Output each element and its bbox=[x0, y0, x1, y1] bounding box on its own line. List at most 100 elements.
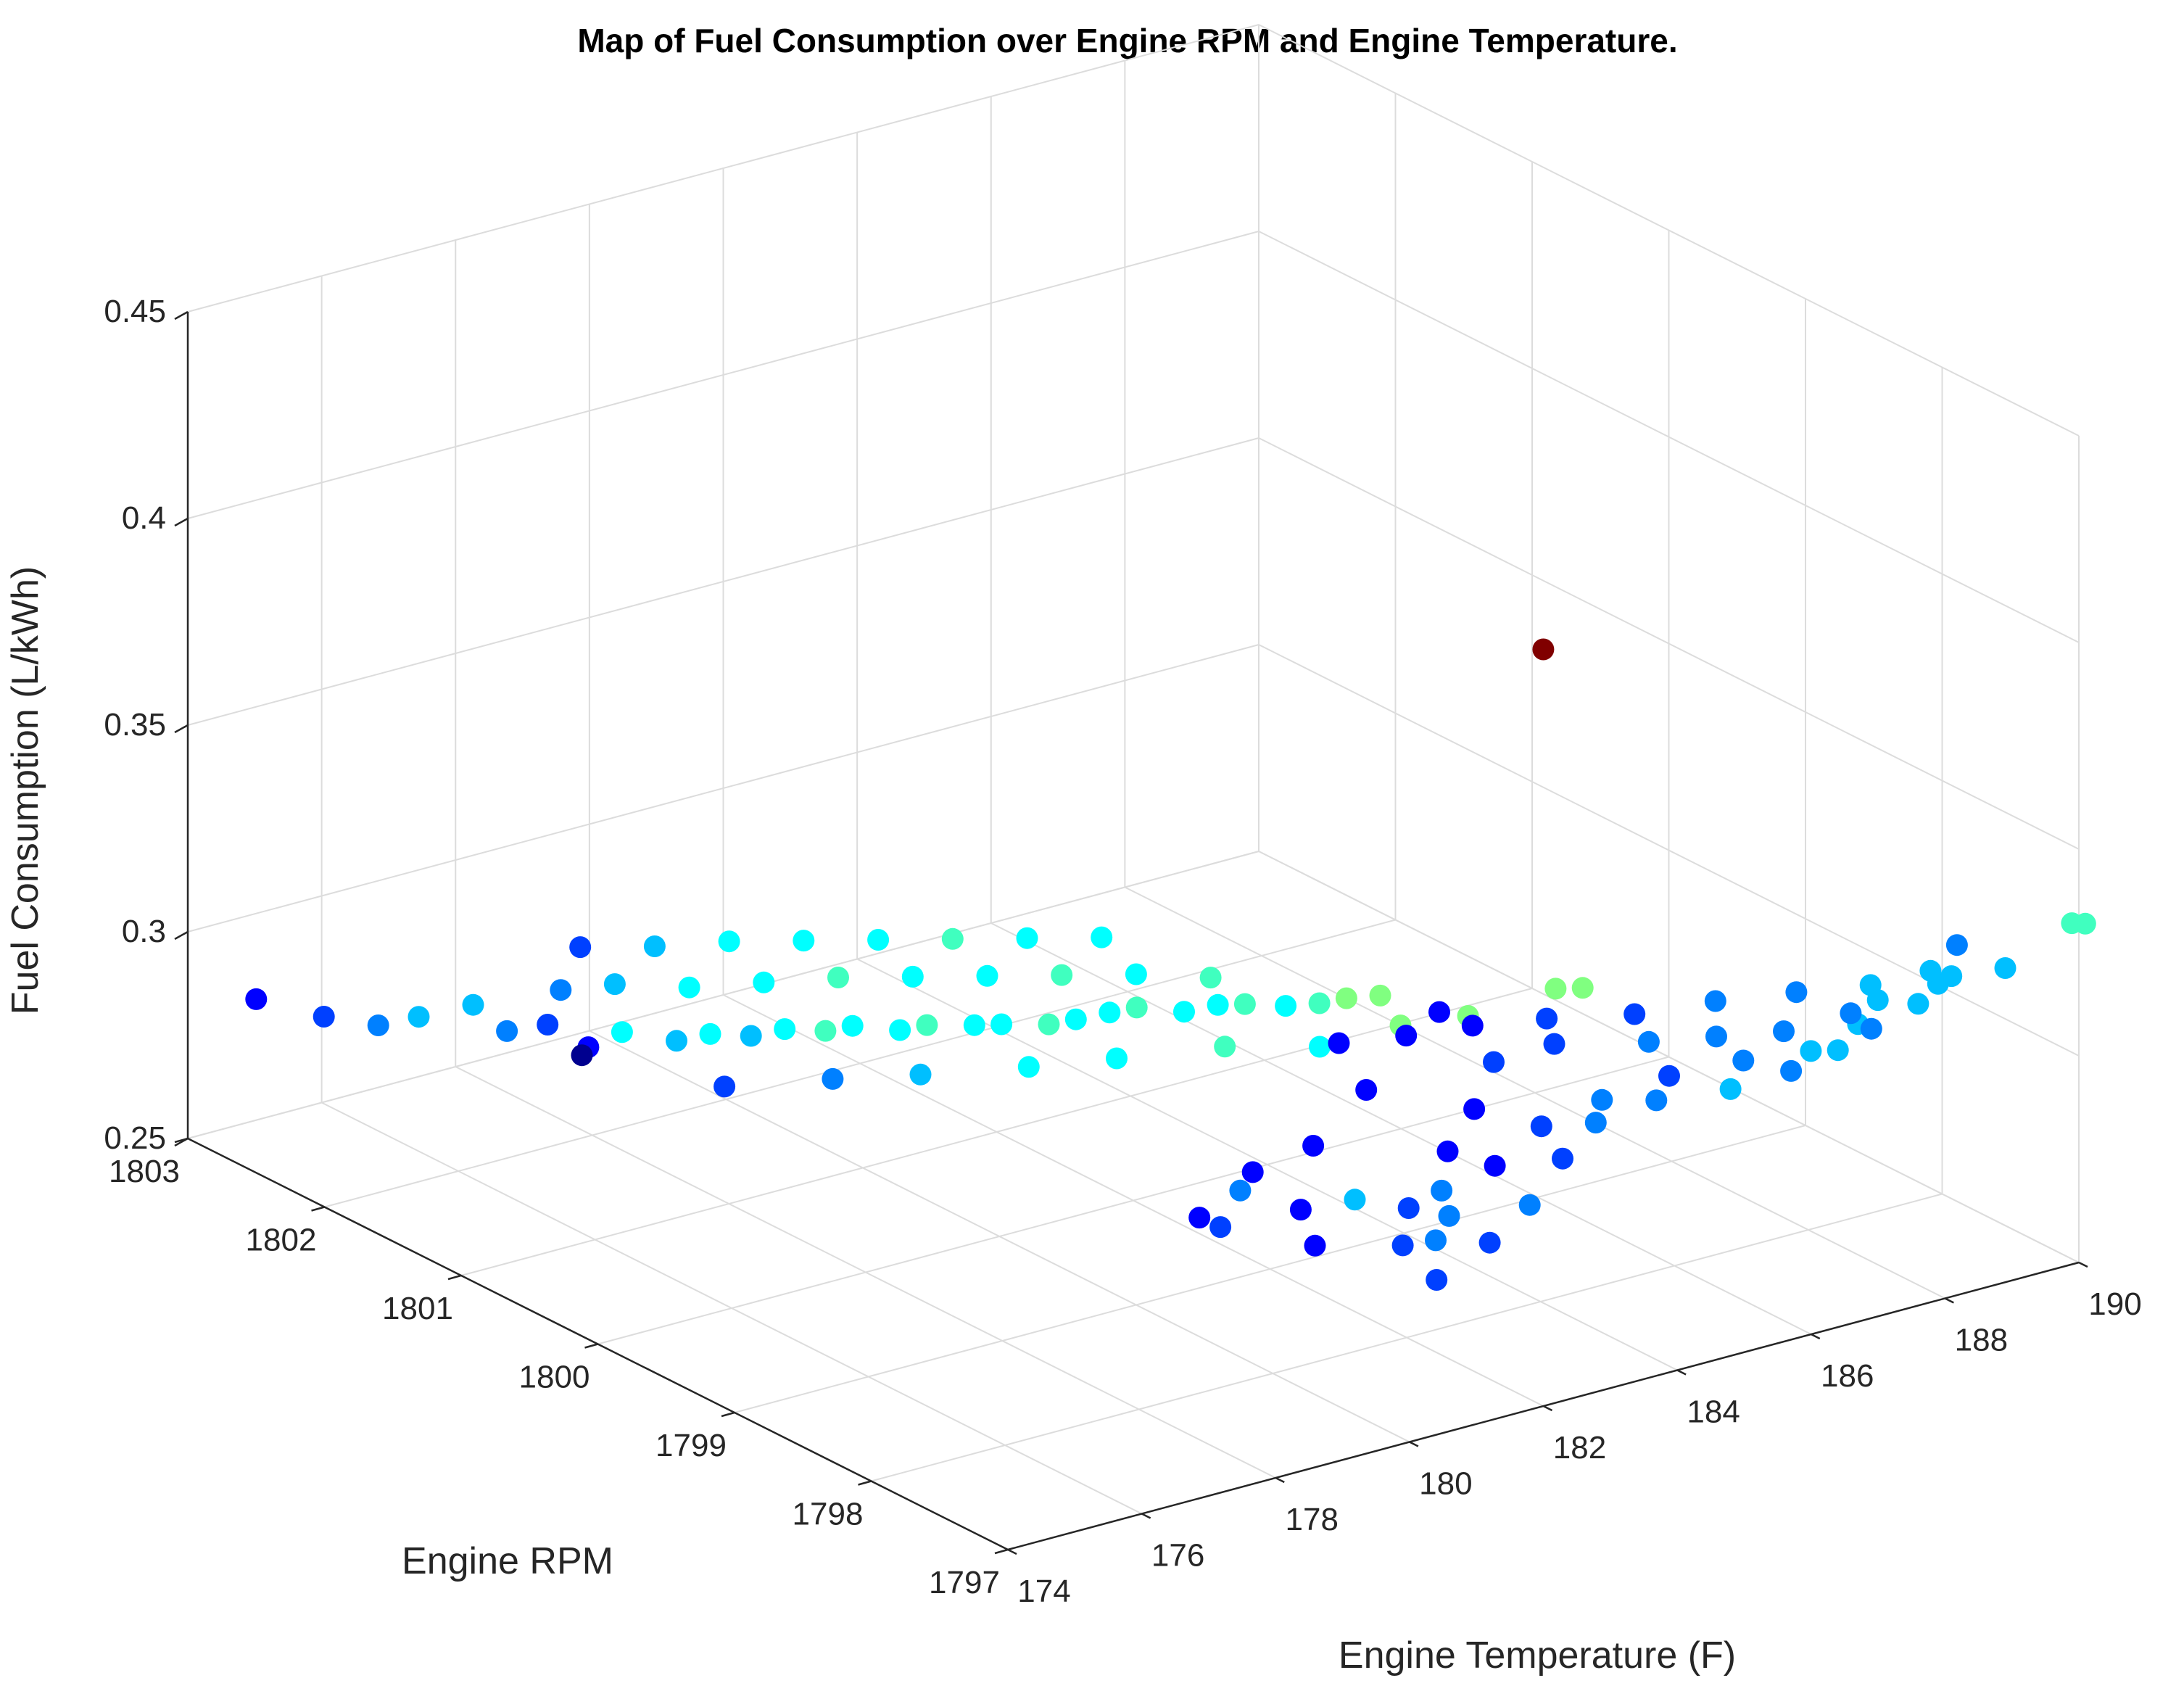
data-point bbox=[1209, 1216, 1232, 1239]
x-tick-mark bbox=[1542, 1405, 1553, 1412]
data-point bbox=[1038, 1013, 1060, 1036]
data-point bbox=[1438, 1204, 1460, 1227]
z-tick-label: 0.4 bbox=[122, 500, 166, 536]
data-point bbox=[1940, 965, 1963, 988]
z-tick-label: 0.3 bbox=[122, 914, 166, 949]
data-point bbox=[1907, 993, 1929, 1015]
z-tick-mark bbox=[174, 310, 189, 321]
y-tick-label: 1801 bbox=[382, 1291, 453, 1326]
data-point bbox=[367, 1014, 389, 1036]
data-point bbox=[1637, 1030, 1660, 1053]
x-tick-label: 180 bbox=[1419, 1466, 1472, 1502]
y-axis-label: Engine RPM bbox=[402, 1540, 613, 1582]
data-point bbox=[1233, 993, 1256, 1015]
data-point bbox=[841, 1014, 864, 1037]
z-tick-label: 0.35 bbox=[104, 707, 166, 743]
x-tick-label: 182 bbox=[1553, 1430, 1606, 1466]
y-tick-label: 1800 bbox=[519, 1360, 590, 1395]
data-point bbox=[1207, 993, 1229, 1016]
data-point bbox=[1397, 1197, 1420, 1219]
data-point bbox=[1840, 1002, 1862, 1025]
data-point bbox=[1483, 1051, 1505, 1073]
grid-line bbox=[187, 437, 1259, 726]
data-point bbox=[1125, 963, 1147, 985]
data-point bbox=[889, 1019, 911, 1041]
y-tick-label: 1802 bbox=[246, 1223, 317, 1258]
x-tick-label: 174 bbox=[1017, 1574, 1070, 1609]
data-point bbox=[1945, 934, 1968, 956]
data-point bbox=[1827, 1039, 1849, 1062]
z-tick-mark bbox=[174, 517, 189, 527]
data-point bbox=[1426, 1269, 1448, 1291]
data-point bbox=[1099, 1001, 1121, 1024]
data-point bbox=[1859, 974, 1882, 996]
data-point bbox=[1800, 1040, 1822, 1062]
y-tick-label: 1803 bbox=[109, 1154, 180, 1189]
z-axis-label: Fuel Consumption (L/kWh) bbox=[4, 566, 46, 1014]
data-point bbox=[1355, 1079, 1378, 1101]
data-point bbox=[1571, 977, 1594, 999]
y-tick-mark bbox=[721, 1411, 735, 1418]
data-point bbox=[1188, 1207, 1211, 1229]
data-point bbox=[1302, 1135, 1325, 1157]
data-point bbox=[699, 1022, 721, 1045]
data-point bbox=[1860, 1017, 1882, 1040]
data-point bbox=[1304, 1234, 1326, 1257]
data-point bbox=[1125, 996, 1148, 1019]
x-tick-label: 184 bbox=[1687, 1394, 1740, 1430]
data-point bbox=[916, 1014, 938, 1036]
x-tick-label: 190 bbox=[2088, 1286, 2141, 1322]
data-point bbox=[1584, 1112, 1607, 1134]
grid-line bbox=[1258, 231, 2080, 643]
data-point bbox=[408, 1006, 430, 1028]
data-point bbox=[1919, 959, 1942, 982]
data-point bbox=[1461, 1014, 1484, 1037]
data-point bbox=[1335, 987, 1357, 1009]
data-point bbox=[1328, 1032, 1350, 1054]
data-point bbox=[666, 1030, 687, 1052]
data-point bbox=[1391, 1234, 1414, 1257]
data-point bbox=[1773, 1020, 1795, 1043]
data-points bbox=[245, 638, 2096, 1291]
x-tick-mark bbox=[1676, 1369, 1687, 1376]
data-point bbox=[814, 1020, 837, 1042]
data-point bbox=[1530, 1115, 1552, 1138]
data-point bbox=[1732, 1049, 1755, 1072]
grid-lines bbox=[187, 24, 2080, 1550]
data-point bbox=[603, 973, 626, 996]
grid-line bbox=[1258, 437, 2080, 850]
data-point bbox=[1704, 990, 1726, 1012]
y-tick-label: 1798 bbox=[793, 1497, 864, 1532]
data-point bbox=[793, 930, 815, 952]
data-point bbox=[1017, 1056, 1040, 1078]
z-tick-mark bbox=[174, 724, 189, 734]
data-point bbox=[313, 1006, 335, 1028]
x-tick-label: 188 bbox=[1955, 1323, 2008, 1358]
grid-line bbox=[187, 644, 1259, 933]
x-tick-mark bbox=[1944, 1297, 1954, 1304]
data-point bbox=[1658, 1065, 1680, 1087]
y-tick-label: 1799 bbox=[655, 1428, 727, 1463]
z-tick-mark bbox=[174, 930, 189, 941]
data-point bbox=[718, 930, 740, 953]
x-tick-label: 178 bbox=[1286, 1502, 1339, 1537]
grid-line bbox=[1258, 851, 2080, 1263]
data-point bbox=[1289, 1199, 1312, 1221]
data-point bbox=[678, 976, 700, 999]
data-point bbox=[990, 1013, 1013, 1036]
y-tick-mark bbox=[584, 1343, 598, 1349]
data-point bbox=[1780, 1059, 1803, 1082]
data-point bbox=[1785, 981, 1808, 1004]
grid-line bbox=[734, 1125, 1806, 1413]
x-tick-mark bbox=[2078, 1261, 2088, 1268]
data-point bbox=[1518, 1194, 1541, 1216]
z-tick-label: 0.45 bbox=[104, 294, 166, 329]
x-tick-mark bbox=[1275, 1476, 1285, 1484]
data-point bbox=[1645, 1089, 1668, 1112]
data-point bbox=[1536, 1007, 1558, 1030]
grid-line bbox=[187, 24, 1259, 313]
data-point bbox=[1428, 1001, 1450, 1023]
data-point bbox=[1051, 964, 1073, 986]
data-point bbox=[496, 1020, 518, 1042]
y-tick-mark bbox=[311, 1206, 325, 1212]
